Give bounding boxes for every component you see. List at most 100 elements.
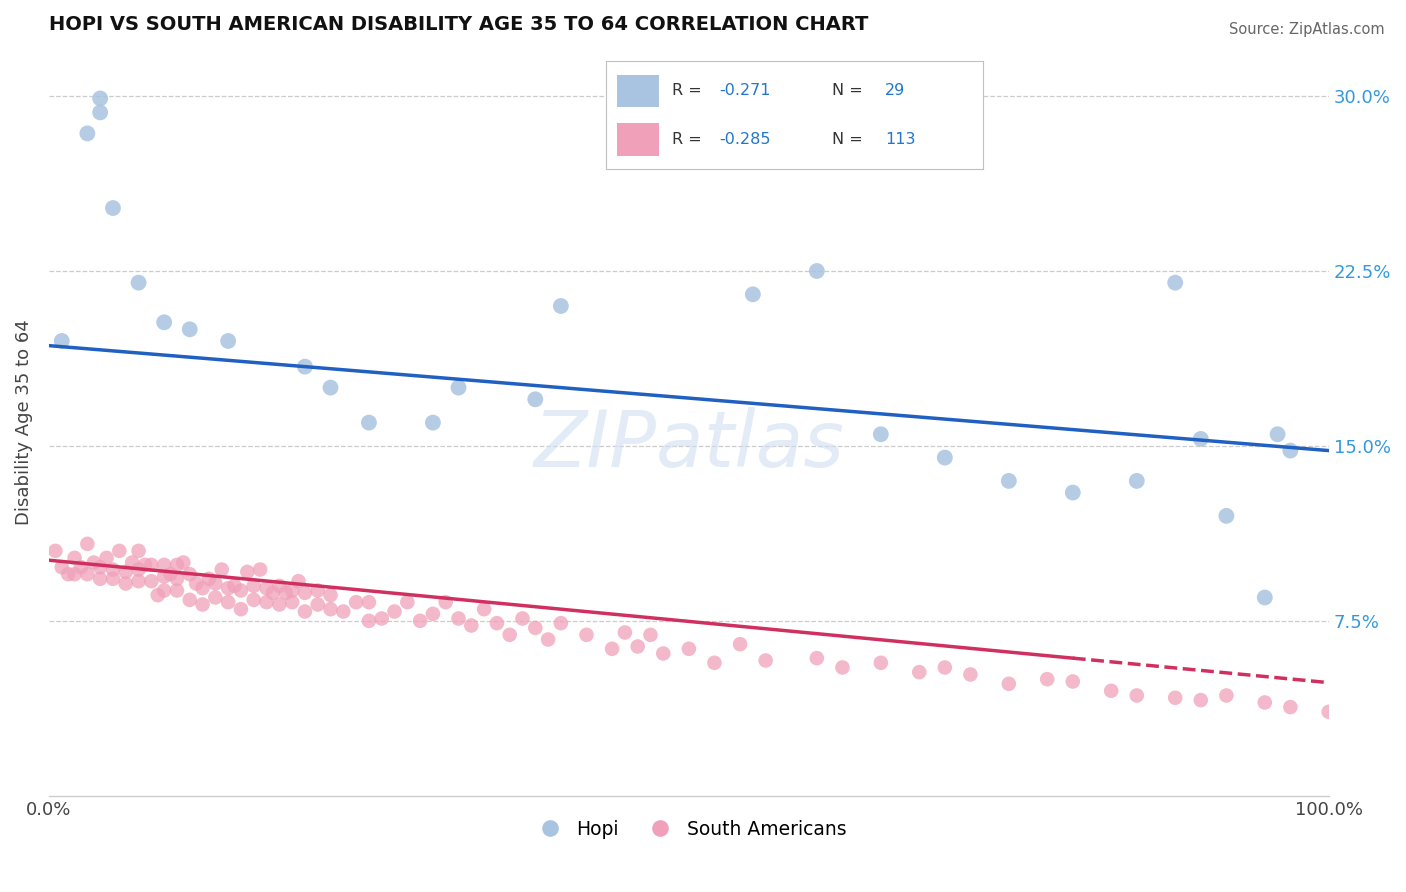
Point: [262, 586, 284, 600]
Point: [242, 592, 264, 607]
Point: [166, 572, 188, 586]
Point: [512, 611, 534, 625]
Point: [1126, 474, 1149, 488]
Point: [447, 381, 470, 395]
Point: [550, 299, 572, 313]
Text: ZIPatlas: ZIPatlas: [533, 407, 845, 483]
Point: [613, 625, 636, 640]
Point: [422, 607, 444, 621]
Point: [236, 565, 259, 579]
Point: [1267, 427, 1289, 442]
Point: [307, 583, 329, 598]
Point: [1317, 705, 1340, 719]
Point: [159, 567, 181, 582]
Point: [108, 544, 131, 558]
Point: [409, 614, 432, 628]
Point: [357, 614, 380, 628]
Point: [128, 574, 150, 589]
Point: [166, 558, 188, 572]
Point: [217, 334, 239, 348]
Point: [422, 416, 444, 430]
Point: [76, 567, 98, 582]
Point: [198, 572, 221, 586]
Point: [83, 556, 105, 570]
Point: [141, 558, 163, 572]
Point: [959, 667, 981, 681]
Point: [537, 632, 560, 647]
Point: [179, 322, 201, 336]
Point: [396, 595, 419, 609]
Point: [370, 611, 392, 625]
Point: [357, 416, 380, 430]
Point: [908, 665, 931, 680]
Point: [89, 572, 111, 586]
Point: [703, 656, 725, 670]
Point: [121, 556, 143, 570]
Point: [128, 562, 150, 576]
Point: [319, 588, 342, 602]
Point: [1164, 276, 1187, 290]
Point: [269, 579, 291, 593]
Point: [460, 618, 482, 632]
Point: [114, 565, 136, 579]
Point: [678, 641, 700, 656]
Point: [998, 677, 1021, 691]
Point: [204, 591, 226, 605]
Point: [869, 656, 891, 670]
Point: [1036, 672, 1059, 686]
Point: [1189, 693, 1212, 707]
Point: [447, 611, 470, 625]
Point: [728, 637, 751, 651]
Point: [229, 583, 252, 598]
Point: [204, 576, 226, 591]
Point: [652, 647, 675, 661]
Point: [96, 550, 118, 565]
Point: [1215, 689, 1237, 703]
Point: [575, 628, 598, 642]
Point: [934, 660, 956, 674]
Point: [281, 583, 304, 598]
Point: [524, 621, 547, 635]
Point: [1279, 700, 1302, 714]
Point: [384, 605, 406, 619]
Point: [1254, 696, 1277, 710]
Point: [524, 392, 547, 407]
Point: [1126, 689, 1149, 703]
Point: [76, 127, 98, 141]
Point: [256, 581, 278, 595]
Point: [472, 602, 495, 616]
Point: [63, 567, 86, 582]
Point: [179, 592, 201, 607]
Point: [128, 544, 150, 558]
Point: [344, 595, 367, 609]
Point: [831, 660, 853, 674]
Point: [1062, 674, 1084, 689]
Point: [934, 450, 956, 465]
Point: [319, 602, 342, 616]
Point: [63, 550, 86, 565]
Point: [294, 586, 316, 600]
Point: [101, 562, 124, 576]
Point: [89, 105, 111, 120]
Point: [76, 537, 98, 551]
Point: [600, 641, 623, 656]
Point: [319, 381, 342, 395]
Point: [357, 595, 380, 609]
Point: [146, 588, 169, 602]
Text: HOPI VS SOUTH AMERICAN DISABILITY AGE 35 TO 64 CORRELATION CHART: HOPI VS SOUTH AMERICAN DISABILITY AGE 35…: [49, 15, 869, 34]
Point: [211, 562, 233, 576]
Point: [242, 579, 264, 593]
Point: [741, 287, 763, 301]
Point: [166, 583, 188, 598]
Point: [998, 474, 1021, 488]
Point: [755, 653, 778, 667]
Point: [179, 567, 201, 582]
Point: [1164, 690, 1187, 705]
Point: [153, 558, 176, 572]
Point: [44, 544, 66, 558]
Point: [89, 91, 111, 105]
Point: [153, 315, 176, 329]
Point: [186, 576, 208, 591]
Text: Source: ZipAtlas.com: Source: ZipAtlas.com: [1229, 22, 1385, 37]
Point: [307, 598, 329, 612]
